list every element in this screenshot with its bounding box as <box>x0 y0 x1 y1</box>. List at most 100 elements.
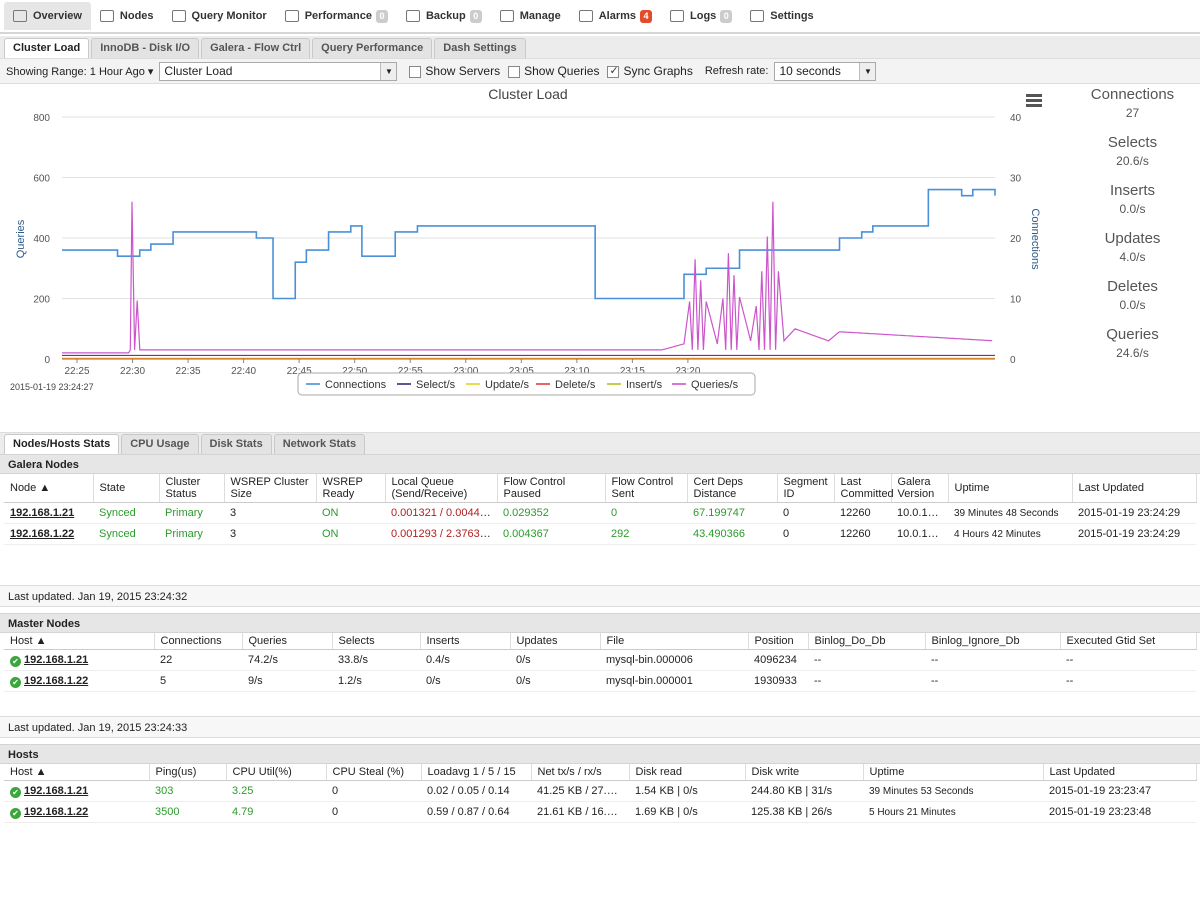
master-nodes-title: Master Nodes <box>0 613 1200 633</box>
legend-item-select-s[interactable]: Select/s <box>397 379 456 391</box>
table-cell: 41.25 KB / 27.34... <box>531 780 629 802</box>
cell-value: mysql-bin.000006 <box>606 654 693 666</box>
host-name[interactable]: 192.168.1.21 <box>24 653 89 666</box>
cell-value: -- <box>814 675 822 687</box>
stat-selects: Selects 20.6/s <box>1070 134 1195 168</box>
y-tick-label: 0 <box>44 355 50 366</box>
host-name[interactable]: 192.168.1.22 <box>24 805 89 818</box>
table-cell: 1.69 KB | 0/s <box>629 801 745 823</box>
cell-value: 0 <box>783 528 790 540</box>
host-name[interactable]: 192.168.1.22 <box>10 528 75 540</box>
dashboard-select[interactable]: Cluster Load ▼ <box>159 61 398 81</box>
table-cell: 0/s <box>510 649 600 671</box>
column-header[interactable]: Host ▲ <box>4 633 155 650</box>
nav-label: Settings <box>770 10 814 22</box>
host-link[interactable]: ✔ 192.168.1.21 <box>4 780 149 802</box>
logs-icon <box>670 10 684 22</box>
tab-cluster-load[interactable]: Cluster Load <box>4 38 90 58</box>
column-header[interactable]: Node ▲ <box>4 474 94 503</box>
show-queries-checkbox[interactable]: Show Queries <box>508 64 599 78</box>
cell-value: 1.2/s <box>338 675 362 687</box>
nav-settings[interactable]: Settings <box>741 2 822 30</box>
column-header: Last Committed <box>834 474 894 503</box>
host-link[interactable]: ✔ 192.168.1.21 <box>4 649 154 671</box>
column-header: CPU Util(%) <box>226 764 327 781</box>
host-link[interactable]: 192.168.1.21 <box>4 502 93 524</box>
chart-menu-icon[interactable] <box>1026 94 1042 108</box>
range-selector[interactable]: Showing Range: 1 Hour Ago ▾ <box>6 65 154 78</box>
host-link[interactable]: ✔ 192.168.1.22 <box>4 670 154 692</box>
sync-graphs-checkbox[interactable]: Sync Graphs <box>607 64 693 78</box>
table-cell: ON <box>316 502 385 524</box>
overview-icon <box>13 10 27 22</box>
table-cell: 2015-01-19 23:24:29 <box>1072 502 1196 524</box>
cell-value: 74.2/s <box>248 654 278 666</box>
host-name[interactable]: 192.168.1.21 <box>10 507 75 519</box>
legend-item-connections[interactable]: Connections <box>306 379 387 391</box>
nav-performance[interactable]: Performance 0 <box>276 2 397 30</box>
cell-value: 10.0.15... <box>897 507 943 519</box>
column-header: Connections <box>154 633 243 650</box>
column-header: Galera Version <box>891 474 949 503</box>
nav-alarms[interactable]: Alarms 4 <box>570 2 661 30</box>
nav-nodes[interactable]: Nodes <box>91 2 163 30</box>
nav-query-monitor[interactable]: Query Monitor <box>163 2 276 30</box>
nav-label: Manage <box>519 10 561 22</box>
table-cell: 9/s <box>242 670 332 692</box>
column-header: Queries <box>242 633 333 650</box>
tab-disk-stats[interactable]: Disk Stats <box>200 434 272 454</box>
cell-value: 43.490366 <box>693 528 745 540</box>
host-name[interactable]: 192.168.1.22 <box>24 674 89 687</box>
nav-badge: 0 <box>375 9 388 23</box>
legend-item-insert-s[interactable]: Insert/s <box>607 379 663 391</box>
column-header[interactable]: Host ▲ <box>4 764 150 781</box>
cell-value: 0.4/s <box>426 654 450 666</box>
table-cell: 303 <box>149 780 226 802</box>
cell-value: 0.004367 <box>503 528 549 540</box>
legend-item-queries-s[interactable]: Queries/s <box>672 379 739 391</box>
table-cell: 0 <box>326 801 421 823</box>
cell-value: 39 Minutes 53 Seconds <box>869 786 974 797</box>
chart-toolbar: Showing Range: 1 Hour Ago ▾ Cluster Load… <box>0 58 1200 84</box>
cell-value: 4096234 <box>754 654 797 666</box>
host-link[interactable]: ✔ 192.168.1.22 <box>4 801 149 823</box>
legend-item-delete-s[interactable]: Delete/s <box>536 379 596 391</box>
tab-query-performance[interactable]: Query Performance <box>312 38 433 58</box>
tab-dash-settings[interactable]: Dash Settings <box>434 38 526 58</box>
nav-label: Query Monitor <box>191 10 267 22</box>
nav-manage[interactable]: Manage <box>491 2 570 30</box>
cell-value: 0/s <box>426 675 441 687</box>
table-cell: 5 Hours 21 Minutes <box>863 801 1043 823</box>
nav-label: Overview <box>33 10 82 22</box>
chevron-down-icon: ▼ <box>380 62 397 80</box>
hosts-title: Hosts <box>0 744 1200 764</box>
chart-legend: Connections Select/s Update/s Delete/s Inser… <box>297 372 756 396</box>
cell-value: 5 <box>160 675 167 687</box>
show-servers-checkbox[interactable]: Show Servers <box>409 64 500 78</box>
tab-nodes-hosts-stats[interactable]: Nodes/Hosts Stats <box>4 434 120 454</box>
table-cell: -- <box>1060 649 1196 671</box>
svg-text:Select/s: Select/s <box>416 379 456 391</box>
tab-network-stats[interactable]: Network Stats <box>273 434 366 454</box>
table-cell: 1930933 <box>748 670 808 692</box>
cell-value: 0/s <box>516 675 531 687</box>
host-name[interactable]: 192.168.1.21 <box>24 784 89 797</box>
host-link[interactable]: 192.168.1.22 <box>4 523 93 545</box>
refresh-rate-select[interactable]: 10 seconds ▼ <box>774 61 877 81</box>
nav-logs[interactable]: Logs 0 <box>661 2 741 30</box>
chart-timestamp: 2015-01-19 23:24:27 <box>10 382 94 392</box>
stat-updates: Updates 4.0/s <box>1070 230 1195 264</box>
tab-innodb-disk-i-o[interactable]: InnoDB - Disk I/O <box>91 38 200 58</box>
x-tick-label: 22:45 <box>287 366 312 377</box>
tab-cpu-usage[interactable]: CPU Usage <box>121 434 199 454</box>
nodes-icon <box>99 10 114 22</box>
tab-galera-flow-ctrl[interactable]: Galera - Flow Ctrl <box>201 38 311 58</box>
nav-backup[interactable]: Backup 0 <box>397 2 491 30</box>
stat-value: 27 <box>1125 106 1140 120</box>
column-header: Inserts <box>420 633 511 650</box>
stat-label: Inserts <box>1109 182 1155 199</box>
cell-value: 9/s <box>248 675 263 687</box>
legend-item-update-s[interactable]: Update/s <box>466 379 530 391</box>
nav-overview[interactable]: Overview <box>4 2 91 30</box>
column-header: Local Queue (Send/Receive) <box>385 474 498 503</box>
